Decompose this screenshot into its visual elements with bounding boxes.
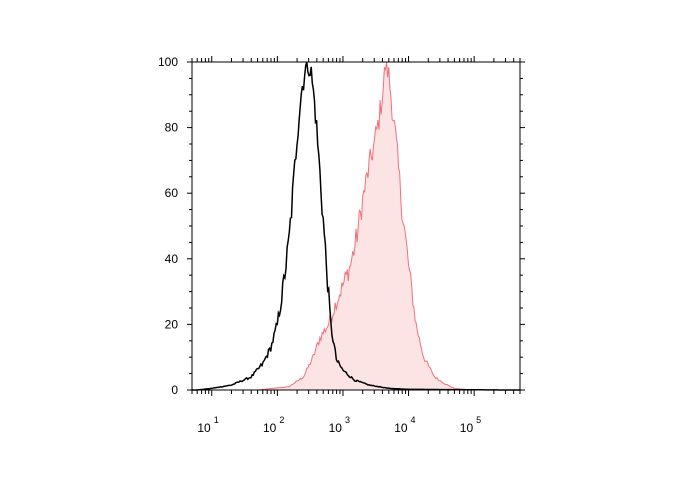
x-tick-label-exponent: 1 [214,415,219,425]
y-tick-label: 20 [165,317,179,331]
x-tick-label-base: 10 [263,421,277,435]
x-tick-label-base: 10 [329,421,343,435]
plot-area [192,61,520,391]
x-tick-label-base: 10 [460,421,474,435]
y-tick-label: 100 [158,55,178,69]
x-tick-label-base: 10 [197,421,211,435]
x-tick-label-exponent: 5 [476,415,481,425]
x-tick-label-base: 10 [394,421,408,435]
y-tick-label: 40 [165,252,179,266]
x-tick-label-exponent: 2 [279,415,284,425]
x-tick-label-exponent: 4 [411,415,416,425]
y-tick-label: 0 [171,383,178,397]
series-fill-1 [192,62,520,390]
x-tick-label-exponent: 3 [345,415,350,425]
y-tick-label: 60 [165,186,179,200]
y-tick-label: 80 [165,121,179,135]
